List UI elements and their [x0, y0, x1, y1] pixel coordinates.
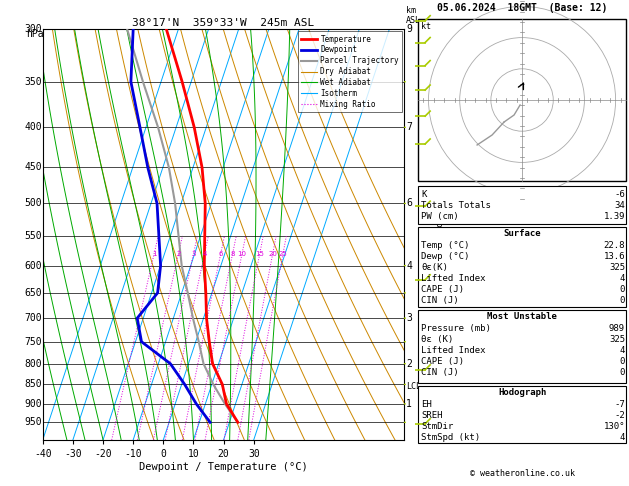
Text: 05.06.2024  18GMT  (Base: 12): 05.06.2024 18GMT (Base: 12): [437, 3, 607, 13]
Text: 989: 989: [609, 324, 625, 333]
Text: hPa: hPa: [26, 29, 44, 39]
Text: kt: kt: [421, 22, 431, 31]
Text: 4: 4: [203, 251, 207, 257]
Text: LCL: LCL: [406, 382, 421, 391]
Text: 600: 600: [24, 260, 42, 271]
Text: 10: 10: [238, 251, 247, 257]
Text: 750: 750: [24, 337, 42, 347]
Text: Dewp (°C): Dewp (°C): [421, 252, 469, 261]
Text: 850: 850: [24, 380, 42, 389]
Text: 500: 500: [24, 198, 42, 208]
Text: 25: 25: [279, 251, 287, 257]
Text: 2: 2: [406, 359, 412, 369]
Text: 300: 300: [24, 24, 42, 34]
Text: 650: 650: [24, 288, 42, 298]
Text: 325: 325: [609, 335, 625, 344]
Text: 400: 400: [24, 122, 42, 132]
Text: 0: 0: [620, 357, 625, 366]
Text: 4: 4: [620, 433, 625, 442]
Text: -6: -6: [615, 190, 625, 199]
Text: 130°: 130°: [603, 422, 625, 431]
Text: EH: EH: [421, 400, 432, 409]
Text: CAPE (J): CAPE (J): [421, 285, 464, 294]
Text: PW (cm): PW (cm): [421, 212, 459, 221]
Bar: [418, 310, 626, 383]
Text: 20: 20: [268, 251, 277, 257]
Text: CIN (J): CIN (J): [421, 296, 459, 305]
Text: CIN (J): CIN (J): [421, 368, 459, 377]
Text: 1: 1: [152, 251, 157, 257]
Legend: Temperature, Dewpoint, Parcel Trajectory, Dry Adiabat, Wet Adiabat, Isotherm, Mi: Temperature, Dewpoint, Parcel Trajectory…: [298, 32, 402, 112]
Text: 8: 8: [230, 251, 235, 257]
Text: 2: 2: [176, 251, 181, 257]
Text: 4: 4: [620, 346, 625, 355]
Text: -2: -2: [615, 411, 625, 420]
Text: StmSpd (kt): StmSpd (kt): [421, 433, 481, 442]
Text: 22.8: 22.8: [603, 241, 625, 250]
Text: 0: 0: [620, 296, 625, 305]
Text: 4: 4: [620, 274, 625, 283]
Text: θε (K): θε (K): [421, 335, 454, 344]
Text: Temp (°C): Temp (°C): [421, 241, 469, 250]
Text: 3: 3: [191, 251, 196, 257]
Text: 6: 6: [218, 251, 223, 257]
Text: 4: 4: [406, 260, 412, 271]
Text: K: K: [421, 190, 426, 199]
Text: 0: 0: [620, 368, 625, 377]
Text: 0: 0: [620, 285, 625, 294]
Bar: [418, 227, 626, 307]
Text: 6: 6: [406, 198, 412, 208]
Text: Surface: Surface: [503, 229, 541, 238]
Text: 350: 350: [24, 77, 42, 87]
Text: 325: 325: [609, 263, 625, 272]
Text: Lifted Index: Lifted Index: [421, 346, 486, 355]
Bar: [418, 386, 626, 443]
Text: -7: -7: [615, 400, 625, 409]
Text: Pressure (mb): Pressure (mb): [421, 324, 491, 333]
Text: 1: 1: [406, 399, 412, 409]
Text: 7: 7: [406, 122, 412, 132]
Text: 13.6: 13.6: [603, 252, 625, 261]
Text: Mixing Ratio (g/kg): Mixing Ratio (g/kg): [436, 183, 445, 286]
Text: Totals Totals: Totals Totals: [421, 201, 491, 210]
Text: km
ASL: km ASL: [406, 6, 421, 25]
Text: 34: 34: [615, 201, 625, 210]
Text: 700: 700: [24, 313, 42, 323]
Text: 800: 800: [24, 359, 42, 369]
Text: SREH: SREH: [421, 411, 443, 420]
Bar: [418, 19, 626, 181]
Text: 450: 450: [24, 162, 42, 173]
Text: 9: 9: [406, 24, 412, 34]
Text: 3: 3: [406, 313, 412, 323]
Text: 1.39: 1.39: [603, 212, 625, 221]
Text: θε(K): θε(K): [421, 263, 448, 272]
Bar: [418, 186, 626, 224]
Text: StmDir: StmDir: [421, 422, 454, 431]
Text: 550: 550: [24, 231, 42, 241]
Title: 38°17'N  359°33'W  245m ASL: 38°17'N 359°33'W 245m ASL: [133, 18, 314, 28]
Text: Most Unstable: Most Unstable: [487, 312, 557, 321]
Text: 15: 15: [255, 251, 264, 257]
Text: CAPE (J): CAPE (J): [421, 357, 464, 366]
Text: © weatheronline.co.uk: © weatheronline.co.uk: [470, 469, 574, 478]
X-axis label: Dewpoint / Temperature (°C): Dewpoint / Temperature (°C): [139, 462, 308, 471]
Text: Lifted Index: Lifted Index: [421, 274, 486, 283]
Text: 900: 900: [24, 399, 42, 409]
Text: Hodograph: Hodograph: [498, 388, 546, 397]
Text: 950: 950: [24, 417, 42, 427]
